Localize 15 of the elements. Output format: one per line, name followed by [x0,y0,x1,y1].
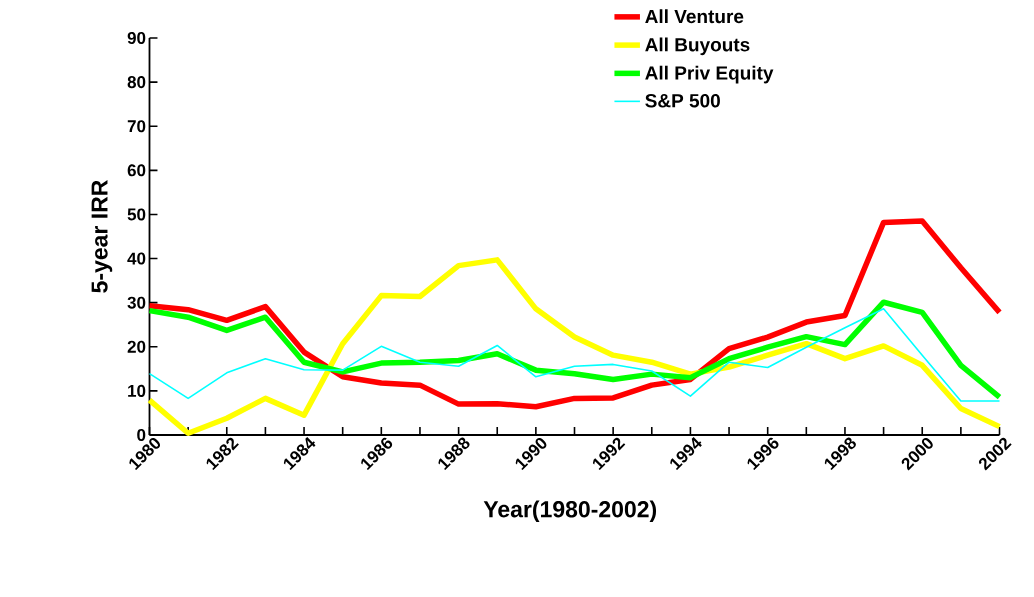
y-tick-label: 80 [127,76,146,89]
legend-label: S&P 500 [645,93,720,108]
y-tick-label: 90 [127,31,146,45]
y-tick-label: 60 [127,164,146,177]
y-tick-label: 10 [128,384,146,397]
legend-label: All Buyouts [645,37,750,56]
legend-label: All Venture [645,9,744,24]
y-tick-label: 30 [127,296,146,309]
legend-label: All Priv Equity [645,65,774,84]
x-axis-title: Year(1980-2002) [483,500,657,522]
y-tick-label: 20 [127,340,146,353]
y-tick-label: 50 [127,208,146,221]
y-tick-label: 40 [127,252,146,265]
y-tick-label: 70 [127,120,146,133]
y-axis-title: 5-year IRR [91,180,113,293]
